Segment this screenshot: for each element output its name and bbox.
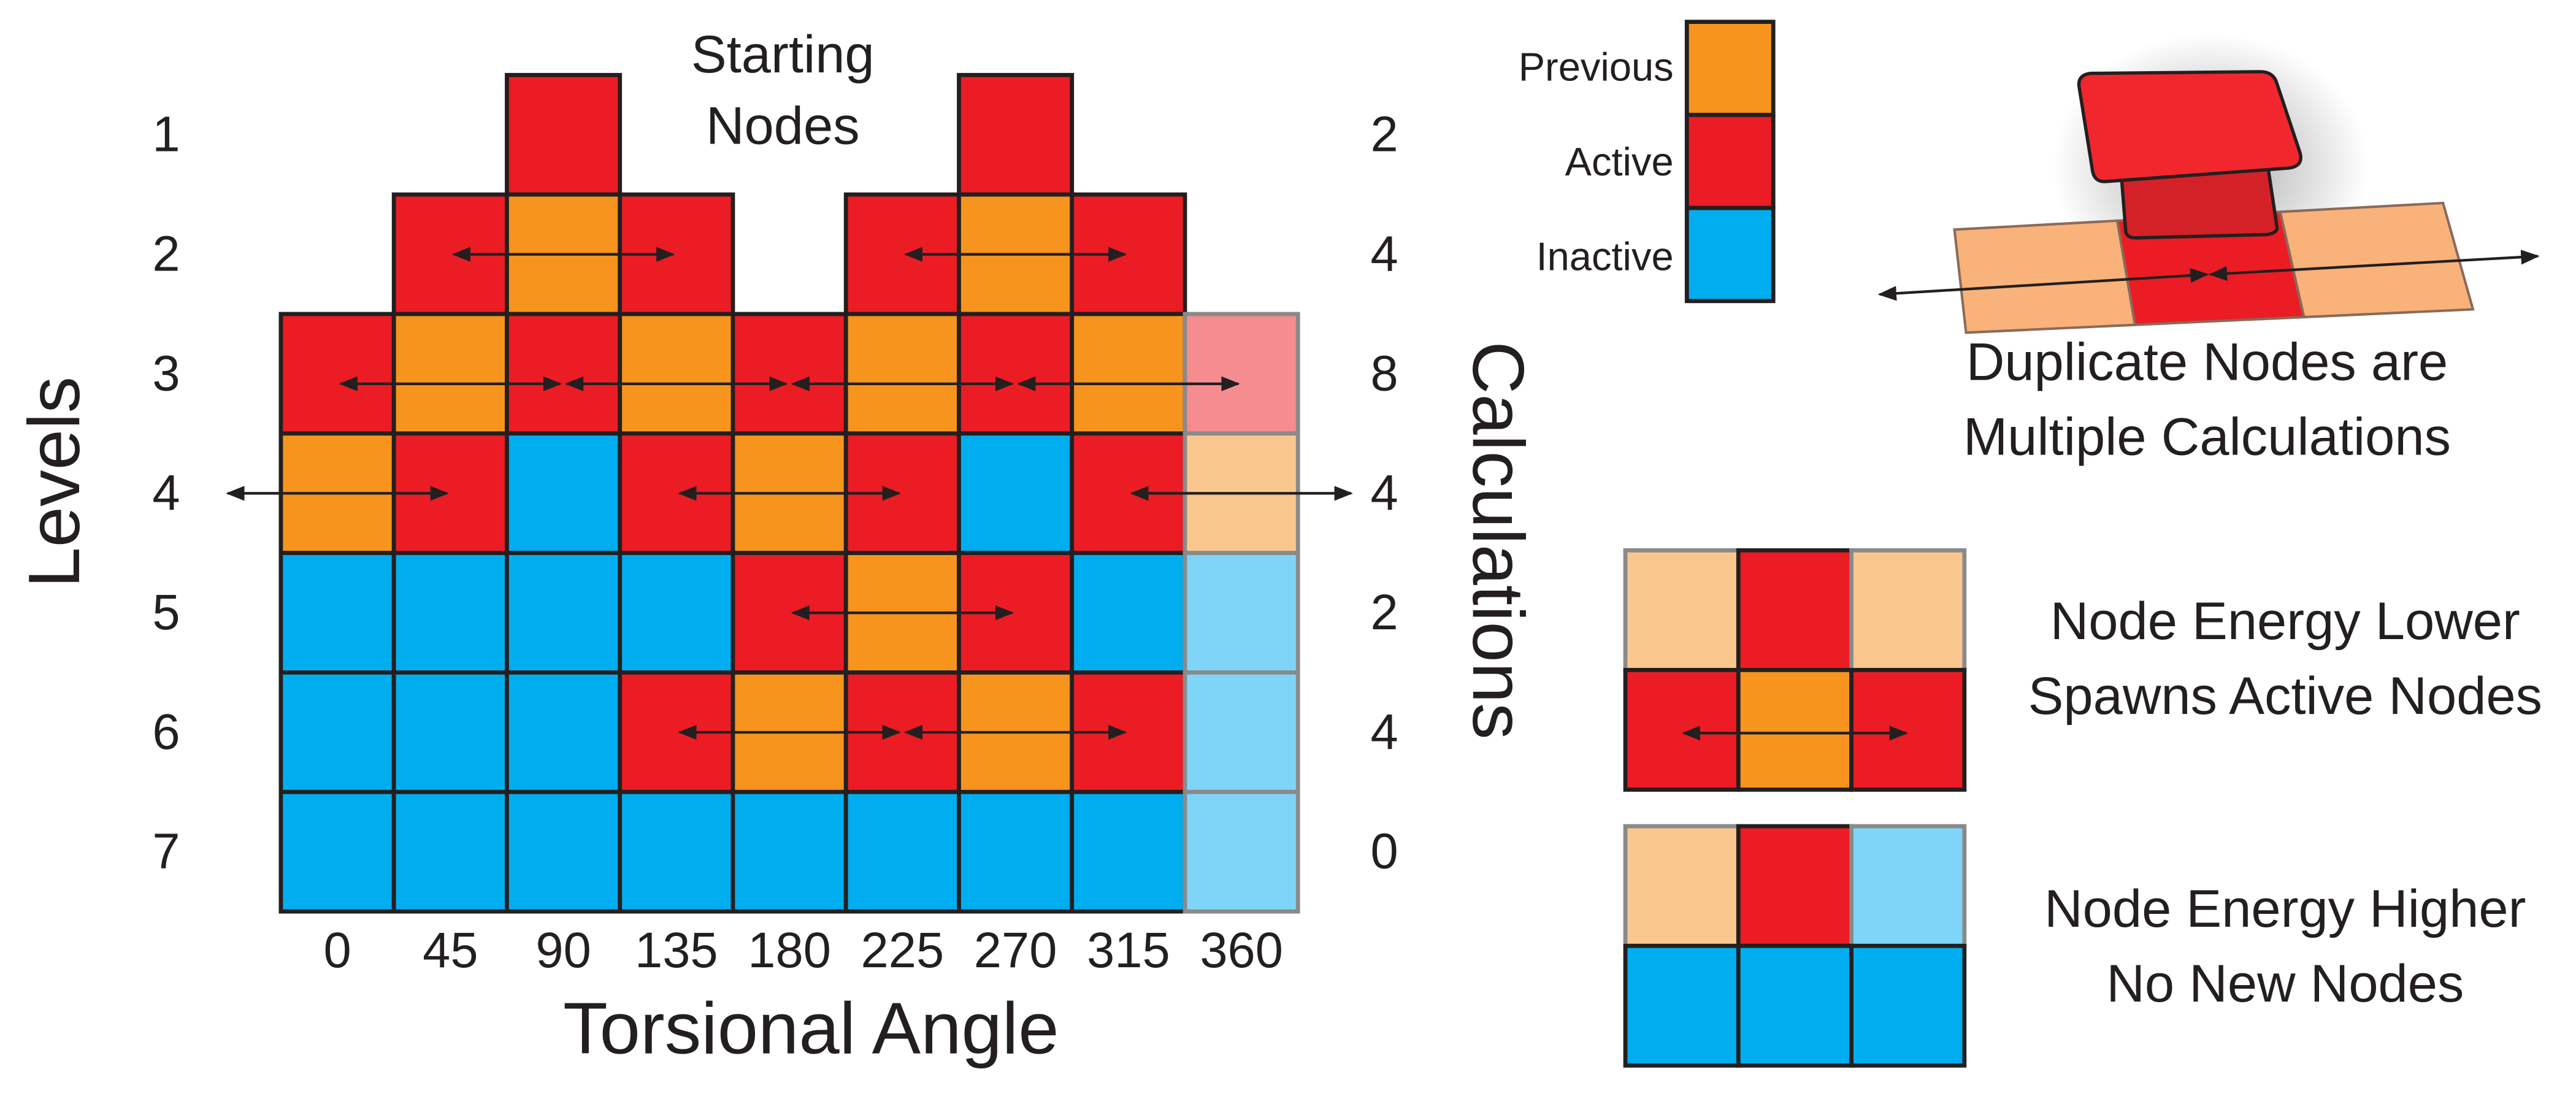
starting-nodes-label: Nodes: [706, 97, 860, 156]
level-label: 7: [152, 824, 180, 880]
node-cell: [278, 789, 396, 914]
strip-cell: [1953, 219, 2137, 334]
node-cell: [391, 551, 509, 675]
angle-label: 360: [1200, 922, 1283, 978]
example-cell: [1623, 943, 1741, 1068]
node-cell: [505, 551, 623, 675]
calculation-label: 4: [1371, 465, 1398, 521]
raised-tile: [2077, 70, 2302, 183]
example-cell: [1849, 548, 1967, 672]
level-label: 2: [152, 226, 180, 282]
node-cell: [505, 72, 623, 197]
node-cell: [730, 789, 848, 914]
calculation-label: 0: [1371, 824, 1398, 880]
angle-label: 315: [1087, 922, 1170, 978]
legend-label: Active: [1565, 139, 1674, 184]
node-cell: [505, 312, 623, 436]
node-cell: [957, 72, 1075, 197]
legend-swatch: [1684, 205, 1776, 304]
calculation-label: 2: [1371, 107, 1398, 163]
node-cell: [957, 431, 1075, 556]
node-cell: [278, 670, 396, 794]
node-cell: [1070, 312, 1187, 436]
node-cell: [843, 789, 961, 914]
node-cell: [278, 312, 396, 436]
level-label: 4: [152, 465, 180, 521]
note-text: Node Energy Lower: [2050, 592, 2520, 651]
node-cell: [957, 312, 1075, 436]
node-cell: [505, 789, 623, 914]
calculations-title: Calculations: [1457, 341, 1539, 739]
note-text: No New Nodes: [2106, 954, 2464, 1013]
arrow: [2208, 250, 2540, 282]
strip-cell: [2279, 201, 2475, 319]
legend-label: Inactive: [1536, 234, 1674, 278]
starting-nodes-label: Starting: [691, 25, 875, 84]
node-cell: [618, 789, 735, 914]
node-cell: [957, 789, 1075, 914]
angle-label: 270: [974, 922, 1057, 978]
level-label: 6: [152, 704, 180, 760]
note-text: Spawns Active Nodes: [2028, 667, 2542, 726]
legend-label: Previous: [1519, 44, 1674, 89]
node-cell: [1183, 312, 1300, 436]
angle-label: 0: [323, 922, 351, 978]
node-cell: [1183, 670, 1300, 794]
pedestal: [2118, 158, 2279, 240]
note-text: Duplicate Nodes are: [1966, 332, 2448, 391]
node-cell: [1070, 789, 1187, 914]
node-cell: [391, 670, 509, 794]
calculation-label: 8: [1371, 345, 1398, 401]
node-cell: [505, 431, 623, 556]
angle-label: 135: [635, 922, 718, 978]
example-cell: [1736, 548, 1853, 672]
node-cell: [1183, 789, 1300, 914]
node-cell: [1070, 551, 1187, 675]
note-text: Node Energy Higher: [2044, 880, 2526, 938]
legend-swatch: [1684, 20, 1776, 117]
example-cell: [1623, 668, 1741, 792]
node-cell: [618, 312, 735, 436]
calculation-label: 4: [1371, 704, 1398, 760]
node-cell: [1183, 551, 1300, 675]
angle-label: 45: [423, 922, 478, 978]
example-cell: [1736, 824, 1853, 948]
example-cell: [1623, 548, 1741, 672]
example-cell: [1849, 668, 1967, 792]
levels-title: Levels: [13, 377, 95, 588]
example-cell: [1849, 943, 1967, 1068]
level-label: 3: [152, 345, 180, 401]
node-cell: [391, 789, 509, 914]
node-cell: [391, 312, 509, 436]
level-label: 1: [152, 107, 180, 163]
example-cell: [1849, 824, 1967, 948]
x-axis-title: Torsional Angle: [563, 987, 1059, 1069]
arrow: [1877, 268, 2209, 301]
node-cell: [730, 312, 848, 436]
node-cell: [505, 670, 623, 794]
note-text: Multiple Calculations: [1963, 407, 2451, 466]
angle-label: 225: [861, 922, 945, 978]
calculation-label: 4: [1371, 226, 1398, 282]
calculation-label: 2: [1371, 585, 1398, 640]
angle-label: 180: [748, 922, 831, 978]
node-cell: [843, 312, 961, 436]
angle-label: 90: [535, 922, 591, 978]
example-cell: [1623, 824, 1741, 948]
node-cell: [278, 551, 396, 675]
level-label: 5: [152, 585, 180, 640]
example-cell: [1736, 668, 1853, 792]
example-cell: [1736, 943, 1853, 1068]
node-cell: [618, 551, 735, 675]
legend-swatch: [1684, 112, 1776, 210]
